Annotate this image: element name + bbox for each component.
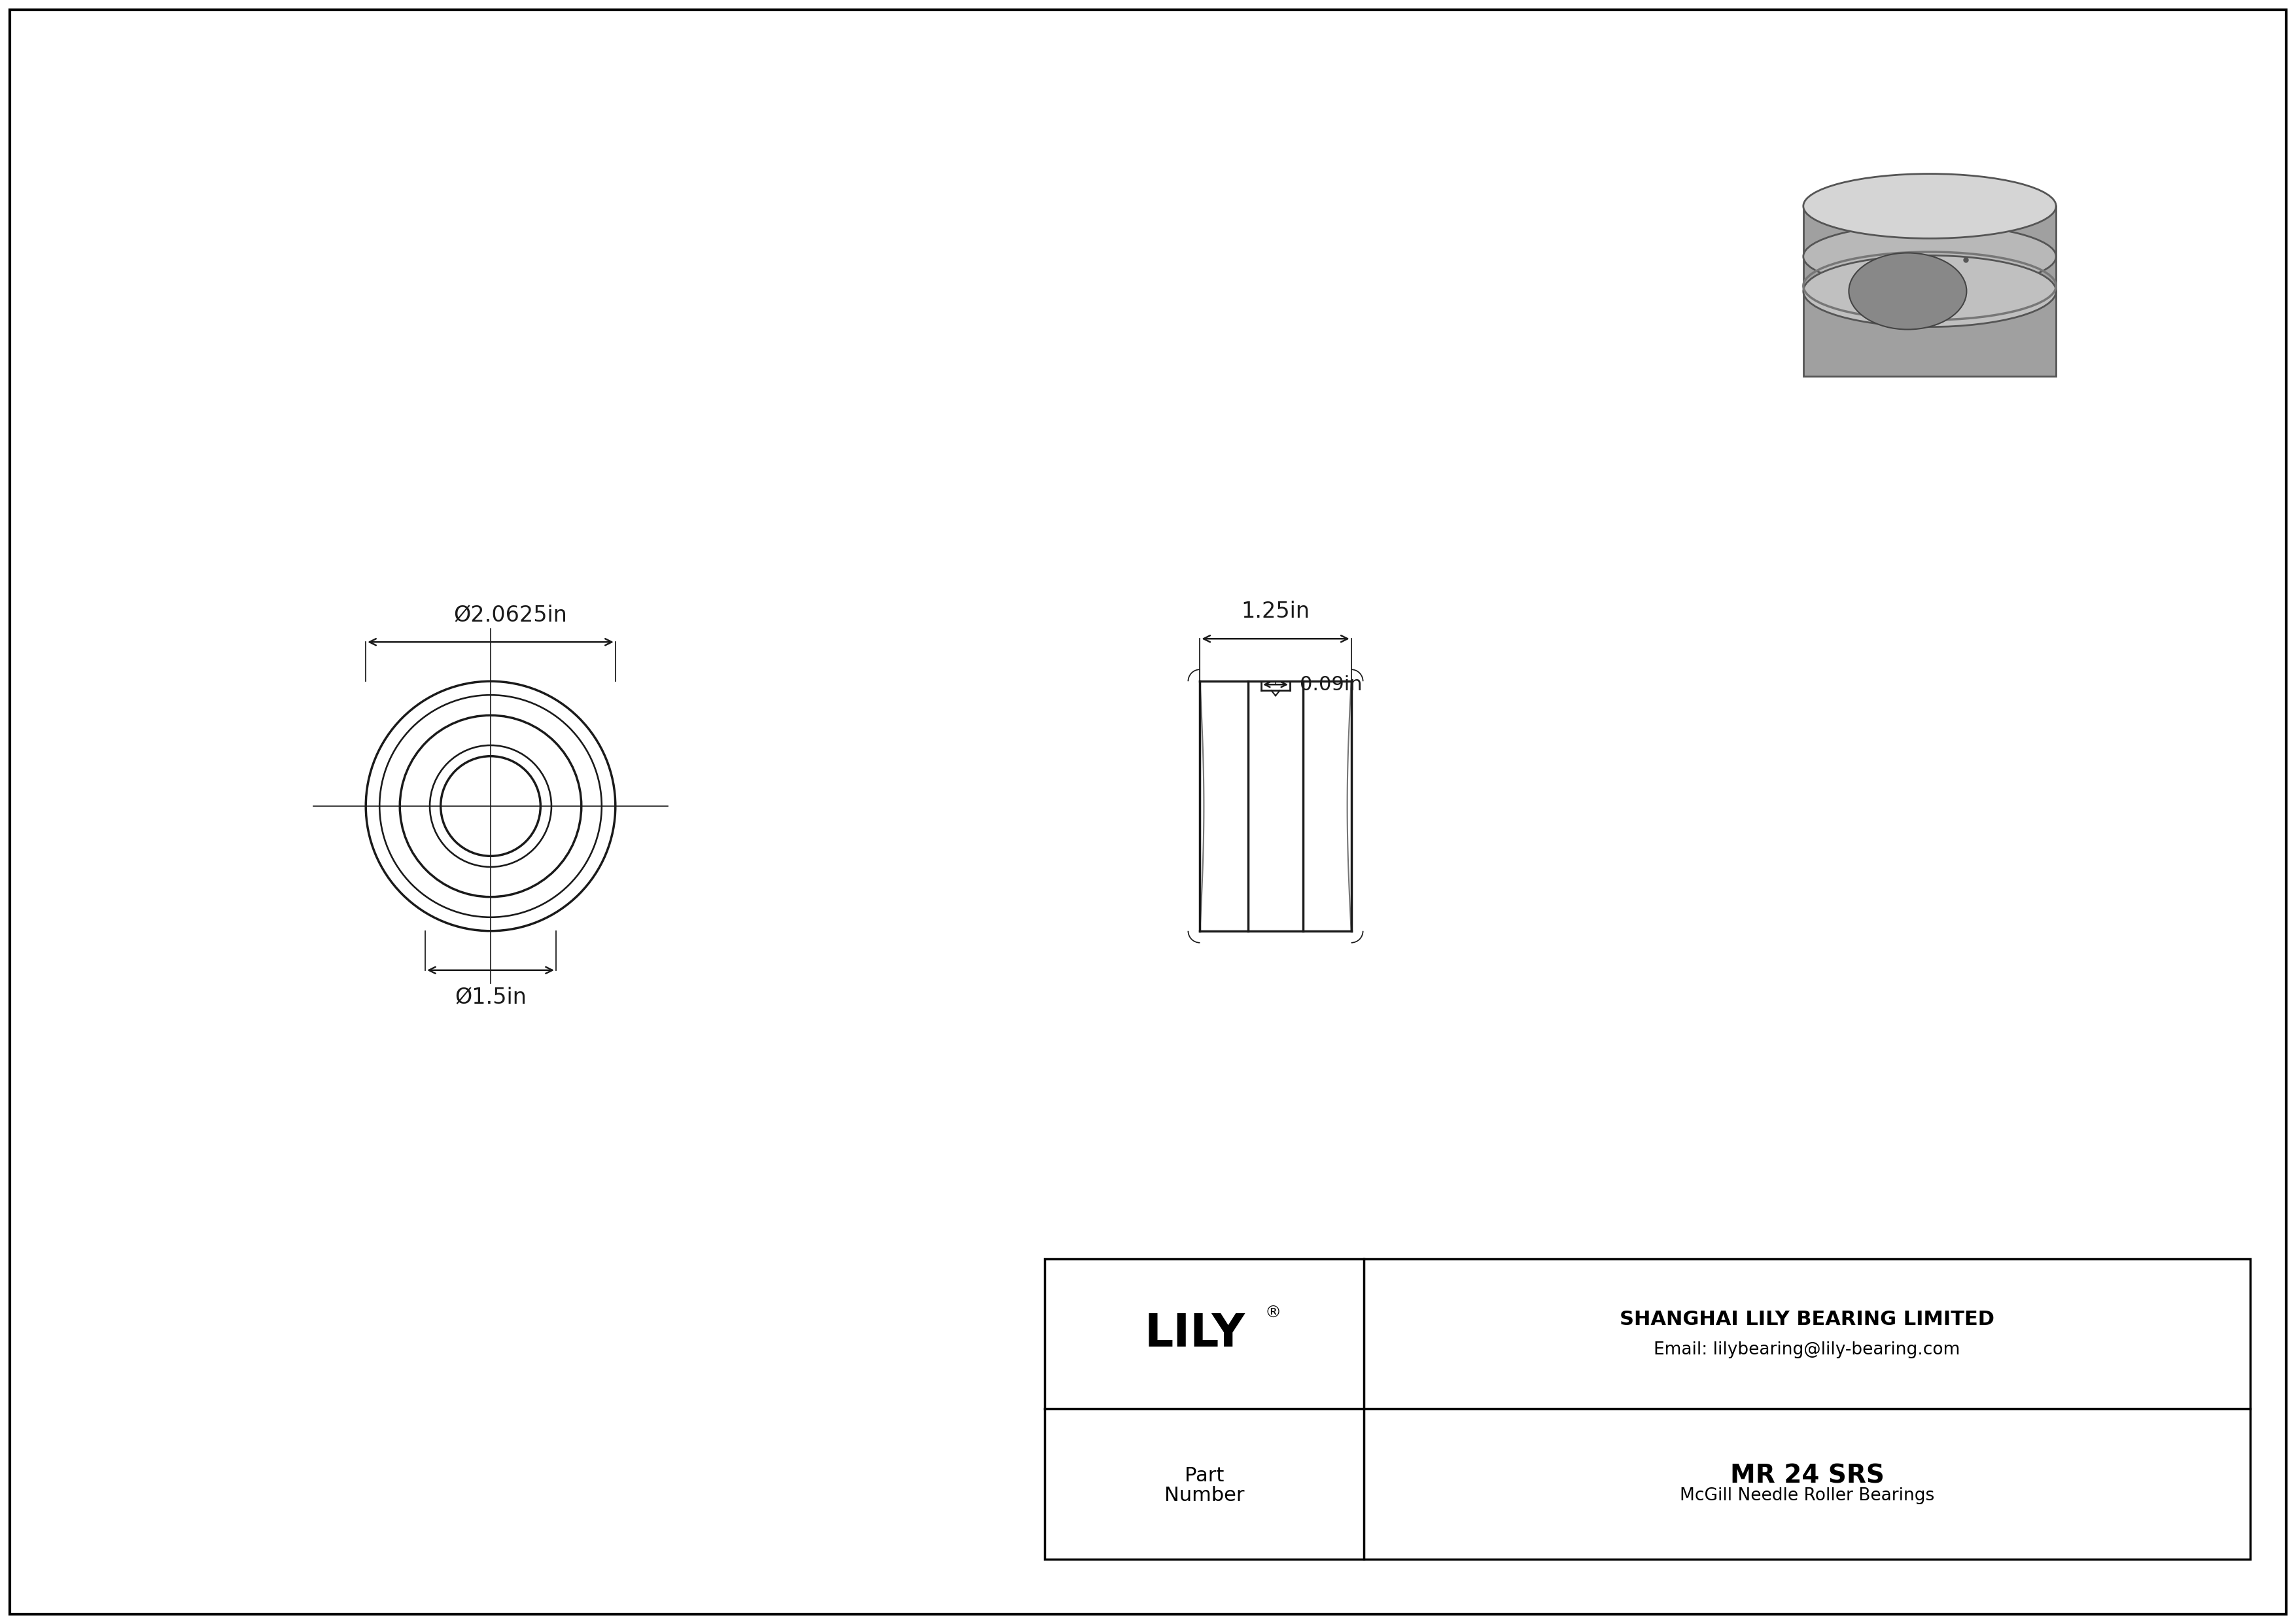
Text: ®: ®	[1265, 1306, 1281, 1320]
Text: McGill Needle Roller Bearings: McGill Needle Roller Bearings	[1681, 1488, 1936, 1504]
Ellipse shape	[1848, 253, 1968, 330]
Text: SHANGHAI LILY BEARING LIMITED: SHANGHAI LILY BEARING LIMITED	[1619, 1311, 1995, 1328]
Ellipse shape	[1802, 174, 2055, 239]
Text: LILY: LILY	[1143, 1312, 1244, 1356]
Ellipse shape	[1802, 255, 2055, 326]
FancyBboxPatch shape	[1802, 206, 2055, 377]
Text: Number: Number	[1164, 1486, 1244, 1505]
Ellipse shape	[1802, 224, 2055, 289]
Text: Part: Part	[1185, 1466, 1224, 1486]
Text: MR 24 SRS: MR 24 SRS	[1729, 1463, 1885, 1489]
Text: Ø2.0625in: Ø2.0625in	[452, 604, 567, 625]
Text: Email: lilybearing@lily-bearing.com: Email: lilybearing@lily-bearing.com	[1653, 1341, 1961, 1359]
Text: 1.25in: 1.25in	[1242, 601, 1311, 622]
Text: Ø1.5in: Ø1.5in	[455, 986, 526, 1009]
Bar	[1045, 1259, 2250, 1559]
Text: 0.09in: 0.09in	[1300, 676, 1362, 693]
